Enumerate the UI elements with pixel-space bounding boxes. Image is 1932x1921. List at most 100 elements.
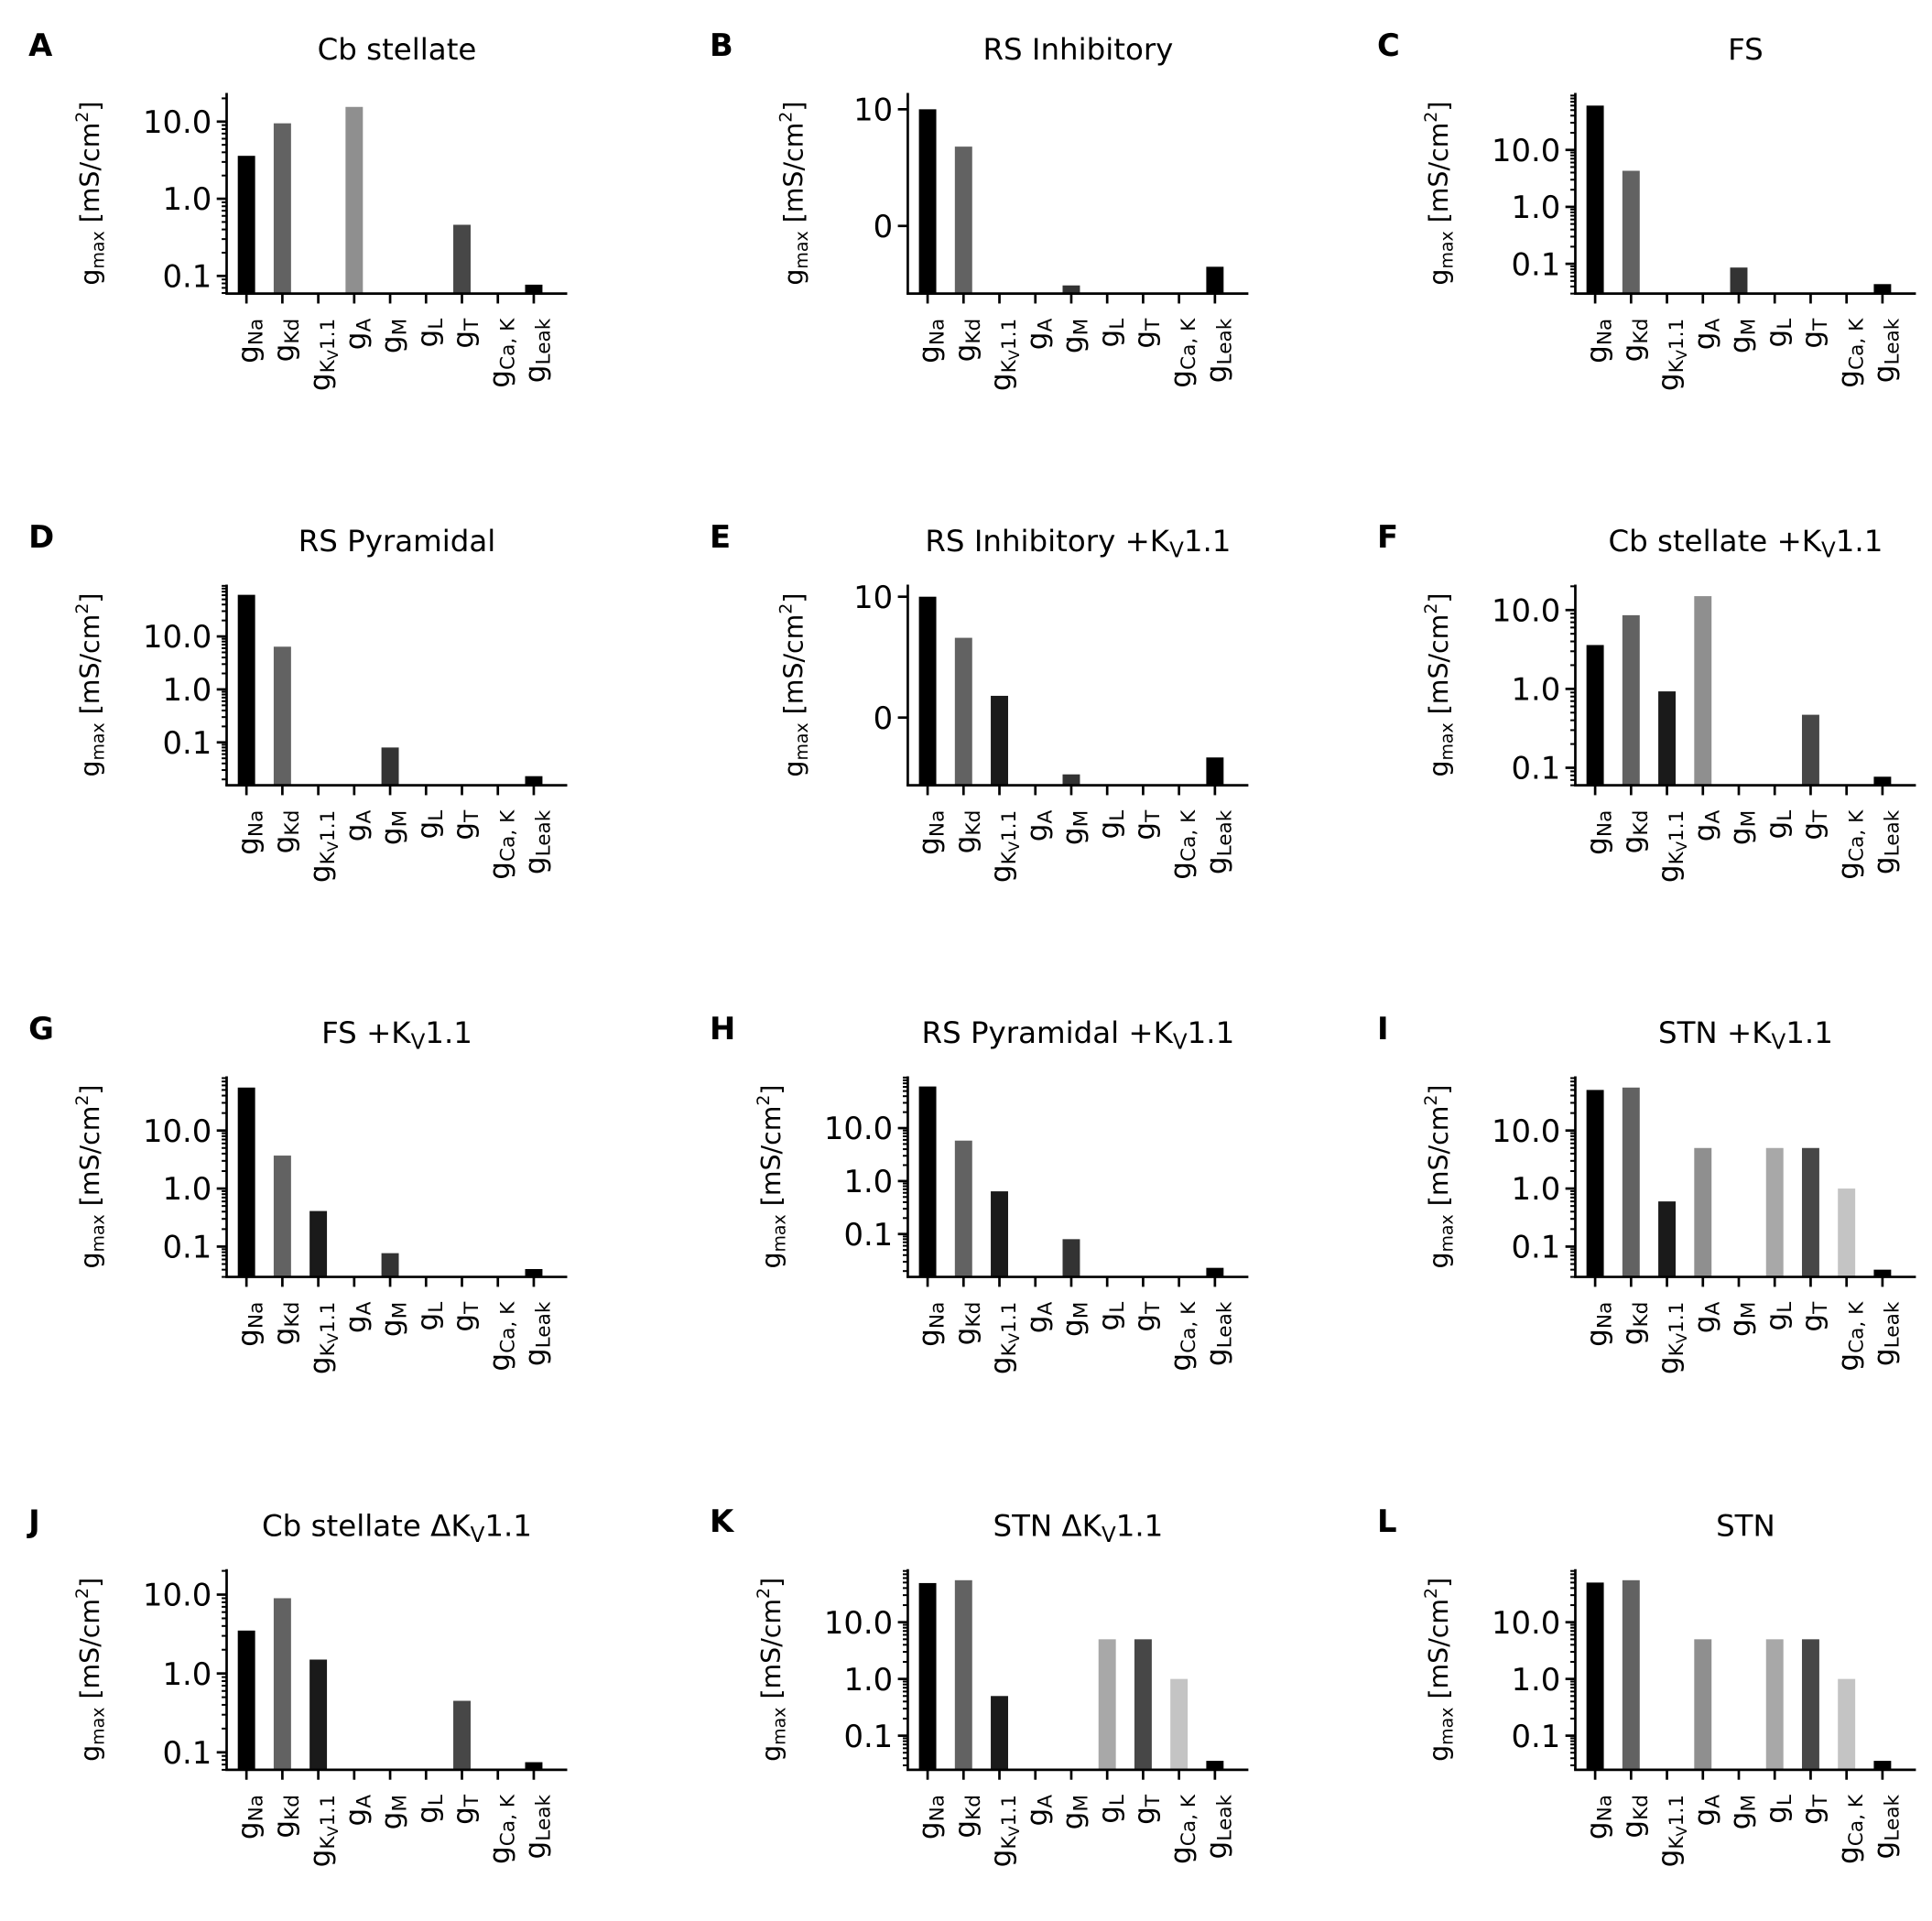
xlabel-subscript: L [1774, 319, 1796, 330]
xlabel-subscript: K [998, 1836, 1021, 1850]
xlabel-subscript: K [998, 359, 1021, 373]
xlabel-base: g [483, 1846, 516, 1864]
bar-5 [1765, 1147, 1784, 1277]
xlabel-subscript: T [461, 318, 483, 331]
xlabel-subscript: M [389, 1302, 412, 1319]
title-text: Cb stellate +K [1608, 524, 1821, 559]
xlabel-base: g [949, 1820, 982, 1839]
xlabel-subscript: T [461, 809, 483, 823]
xlabel-subscript: Na [1594, 319, 1617, 345]
xlabel-base: g [1617, 1328, 1650, 1346]
ylabel-units: [mS/cm [1424, 123, 1454, 232]
xlabel-subsubscript: V [324, 841, 342, 852]
bar-1 [954, 147, 972, 294]
x-tick-label: gCa, K [1832, 809, 1868, 880]
x-tick-label: gNa [1580, 1795, 1616, 1840]
y-tick-label: 1.0 [843, 1164, 893, 1199]
title-text: Cb stellate ΔK [262, 1508, 471, 1543]
x-tick-label: gCa, K [483, 809, 519, 880]
xlabel-subscript-rest: 1.1 [1666, 319, 1688, 350]
xlabel-base: g [1724, 335, 1757, 353]
xlabel-base: g [1653, 1356, 1686, 1374]
y-tick-label: 1.0 [1511, 1662, 1560, 1698]
y-tick-label: 10.0 [143, 1113, 212, 1149]
x-tick-label: gNa [913, 319, 949, 364]
y-tick-label: 1.0 [163, 1171, 212, 1207]
ylabel-subscript: max [1438, 722, 1458, 760]
xlabel-base: g [1796, 331, 1829, 349]
x-tick-label: gT [448, 1301, 483, 1332]
x-tick-label: gKd [1617, 1795, 1653, 1839]
bar-8 [1206, 1267, 1224, 1277]
ylabel-bracket: ] [756, 1085, 787, 1095]
xlabel-base: g [949, 344, 982, 363]
x-tick-label: gA [1021, 1795, 1057, 1827]
y-axis-label: gmax [mS/cm2] [754, 1578, 790, 1762]
xlabel-subscript: Na [927, 1302, 950, 1329]
xlabel-subscript: K [317, 359, 340, 373]
xlabel-base: g [375, 335, 408, 353]
xlabel-base: g [949, 1328, 982, 1346]
x-tick-label: gT [448, 1794, 483, 1825]
title-text: 1.1 [484, 1508, 532, 1543]
xlabel-subscript-rest: 1.1 [1666, 810, 1688, 841]
xlabel-subscript: T [1809, 809, 1832, 823]
bar-1 [954, 637, 972, 786]
xlabel-base: g [1868, 1348, 1901, 1366]
x-tick-label: gL [1760, 1302, 1796, 1331]
xlabel-base: g [340, 331, 373, 350]
panel-title: RS Inhibitory +KV1.1 [925, 524, 1231, 563]
x-tick-label: gL [411, 810, 447, 840]
bar-1 [954, 1140, 972, 1277]
xlabel-base: g [268, 836, 301, 854]
title-subscript: V [411, 1031, 426, 1055]
y-tick-label: 0.1 [163, 1735, 212, 1771]
y-tick-label: 0 [874, 209, 894, 244]
bar-4 [1062, 285, 1080, 294]
xlabel-subscript: Na [927, 319, 950, 345]
xlabel-base: g [268, 344, 301, 363]
x-tick-label: gL [1092, 1302, 1128, 1331]
x-tick-label: gLeak [519, 318, 555, 383]
panel-title: RS Pyramidal [298, 524, 496, 559]
bar-8 [525, 1762, 543, 1770]
ylabel-subscript: max [1438, 1214, 1458, 1252]
bar-8 [525, 284, 543, 294]
bar-2 [991, 1191, 1008, 1277]
x-tick-label: gT [1129, 1794, 1165, 1825]
xlabel-subscript: T [461, 1301, 483, 1315]
x-tick-label: gA [1688, 809, 1724, 841]
ylabel-superscript: 2 [776, 603, 796, 614]
xlabel-subscript: A [353, 318, 375, 331]
panel-letter: C [1377, 27, 1400, 63]
x-tick-label: gCa, K [1165, 318, 1200, 388]
x-tick-label: gLeak [1200, 1301, 1236, 1366]
xlabel-subscript: K [1666, 359, 1688, 373]
xlabel-base: g [1653, 1850, 1686, 1868]
x-tick-label: gLeak [1868, 1794, 1904, 1859]
title-text: RS Pyramidal [298, 524, 496, 559]
xlabel-subscript: Na [927, 1795, 950, 1821]
xlabel-base: g [483, 862, 516, 880]
ylabel-superscript: 2 [72, 1588, 92, 1599]
xlabel-subscript: Ca, K [496, 318, 519, 370]
xlabel-subsubscript: V [324, 350, 342, 360]
y-tick-label: 0.1 [1511, 246, 1560, 282]
ylabel-subscript: max [1438, 231, 1458, 268]
title-text: 1.1 [1836, 524, 1883, 559]
ylabel-units: [mS/cm [75, 614, 105, 723]
bar-8 [1873, 1269, 1892, 1277]
y-tick-label: 0.1 [843, 1719, 893, 1754]
x-tick-label: gLeak [1200, 318, 1236, 383]
xlabel-base: g [1057, 1812, 1090, 1830]
xlabel-subscript-rest: 1.1 [317, 319, 340, 350]
title-text: 1.1 [1184, 524, 1232, 559]
xlabel-subsubscript: V [1005, 350, 1023, 360]
panel-letter: K [710, 1503, 735, 1539]
xlabel-subscript: Kd [281, 319, 304, 344]
ylabel-base: g [75, 1745, 105, 1762]
ylabel-base: g [1424, 1745, 1454, 1762]
